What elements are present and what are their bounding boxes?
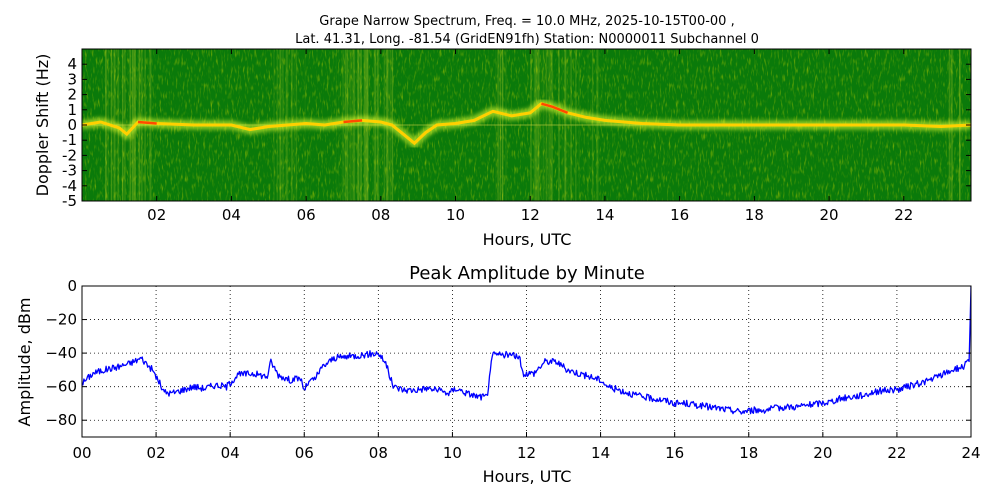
spectrogram-y-axis-label: Doppler Shift (Hz)	[33, 54, 52, 197]
amplitude-x-tick-label: 14	[591, 444, 610, 462]
spectrogram-x-tick-label: 12	[521, 206, 540, 224]
amplitude-y-tick-label: −20	[45, 311, 77, 329]
spectrogram-x-ticks: 02 04 06 08 10 12 14 16 18 20 22	[147, 49, 913, 224]
spectrum-header-line1: Grape Narrow Spectrum, Freq. = 10.0 MHz,…	[319, 14, 734, 29]
amplitude-x-tick-label: 02	[147, 444, 166, 462]
amplitude-x-tick-label: 22	[887, 444, 906, 462]
spectrogram-y-tick-label: 4	[67, 55, 77, 73]
spectrogram-x-tick-label: 22	[894, 206, 913, 224]
amplitude-series-line	[82, 286, 971, 415]
amplitude-x-tick-label: 08	[369, 444, 388, 462]
spectrogram-x-tick-label: 08	[371, 206, 390, 224]
amplitude-x-tick-label: 10	[443, 444, 462, 462]
spectrogram-y-tick-label: -1	[62, 131, 77, 149]
spectrogram-y-tick-label: 0	[67, 116, 77, 134]
amplitude-grid	[82, 286, 971, 437]
spectrogram-x-tick-label: 20	[820, 206, 839, 224]
spectrogram-y-tick-label: 2	[67, 86, 77, 104]
amplitude-y-ticks: 0 −20 −40 −60 −80	[45, 277, 971, 429]
spectrum-header-line2: Lat. 41.31, Long. -81.54 (GridEN91fh) St…	[295, 32, 759, 47]
amplitude-x-ticks: 00 02 04 06 08 10 12 14 16 18 20 22 24	[72, 432, 981, 462]
amplitude-x-tick-label: 00	[72, 444, 91, 462]
spectrogram-y-tick-label: -2	[62, 146, 77, 164]
carrier-hotspots	[137, 102, 569, 125]
spectrogram-x-tick-label: 04	[222, 206, 241, 224]
spectrogram-x-tick-label: 16	[670, 206, 689, 224]
spectrogram-x-tick-label: 10	[446, 206, 465, 224]
carrier-hotspot	[541, 102, 569, 114]
carrier-hotspot	[137, 120, 157, 125]
amplitude-x-tick-label: 06	[295, 444, 314, 462]
spectrogram-x-tick-label: 06	[297, 206, 316, 224]
amplitude-x-tick-label: 24	[961, 444, 980, 462]
spectrogram-x-axis-label: Hours, UTC	[483, 230, 572, 249]
spectrogram-y-tick-label: -4	[62, 177, 77, 195]
amplitude-chart-title: Peak Amplitude by Minute	[409, 263, 645, 284]
spectrogram-y-tick-label: -3	[62, 162, 77, 180]
amplitude-x-tick-label: 20	[813, 444, 832, 462]
carrier-trace	[82, 102, 971, 146]
spectrogram-y-tick-label: 1	[67, 101, 77, 119]
amplitude-x-tick-label: 12	[517, 444, 536, 462]
spectrogram-y-tick-label: -5	[62, 192, 77, 210]
amplitude-x-tick-label: 18	[739, 444, 758, 462]
amplitude-x-tick-label: 04	[221, 444, 240, 462]
amplitude-y-tick-label: −40	[45, 344, 77, 362]
spectrogram-x-tick-label: 18	[745, 206, 764, 224]
amplitude-y-axis-label: Amplitude, dBm	[15, 298, 34, 427]
carrier-hotspot	[343, 119, 363, 124]
spectrogram-x-tick-label: 14	[595, 206, 614, 224]
amplitude-panel: Peak Amplitude by Minute 00 02 04 06 08 10 12 1…	[15, 263, 981, 486]
amplitude-y-tick-label: −80	[45, 411, 77, 429]
amplitude-y-tick-label: 0	[67, 277, 77, 295]
amplitude-y-tick-label: −60	[45, 378, 77, 396]
spectrogram-y-tick-label: 3	[67, 70, 77, 88]
amplitude-x-tick-label: 16	[665, 444, 684, 462]
spectrogram-x-tick-label: 02	[147, 206, 166, 224]
amplitude-plot-area	[82, 286, 971, 437]
amplitude-x-axis-label: Hours, UTC	[483, 467, 572, 486]
